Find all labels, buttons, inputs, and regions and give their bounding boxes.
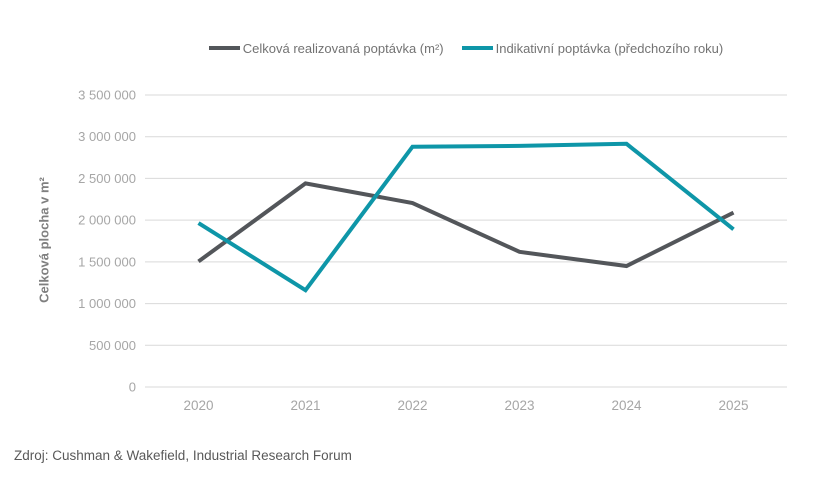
y-tick-label: 500 000 <box>89 338 136 353</box>
x-tick-label: 2024 <box>611 398 642 413</box>
y-tick-label: 1 000 000 <box>78 296 136 311</box>
legend: Celková realizovaná poptávka (m²) Indika… <box>145 39 787 57</box>
source-note: Zdroj: Cushman & Wakefield, Industrial R… <box>14 448 352 463</box>
legend-label-indicative: Indikativní poptávka (předchozího roku) <box>495 40 724 56</box>
legend-item-indicative-demand: Indikativní poptávka (předchozího roku) <box>461 40 724 56</box>
series-line-realized-demand <box>197 181 735 269</box>
legend-item-realized-demand: Celková realizovaná poptávka (m²) <box>208 40 444 56</box>
x-tick-label: 2025 <box>718 398 748 413</box>
y-tick-label: 2 500 000 <box>78 171 136 186</box>
x-tick-label: 2020 <box>183 398 213 413</box>
y-tick-label: 2 000 000 <box>78 213 136 228</box>
series-line-indicative-demand <box>197 141 735 293</box>
legend-line-swatch-indicative <box>461 46 493 50</box>
x-tick-label: 2023 <box>504 398 534 413</box>
legend-line-swatch-realized <box>208 46 240 50</box>
y-tick-label: 3 000 000 <box>78 129 136 144</box>
x-tick-label: 2021 <box>290 398 320 413</box>
y-tick-label: 1 500 000 <box>78 254 136 269</box>
x-tick-label: 2022 <box>397 398 427 413</box>
y-tick-label: 3 500 000 <box>78 88 136 103</box>
legend-label-realized: Celková realizovaná poptávka (m²) <box>242 40 444 56</box>
y-tick-label: 0 <box>129 380 136 395</box>
